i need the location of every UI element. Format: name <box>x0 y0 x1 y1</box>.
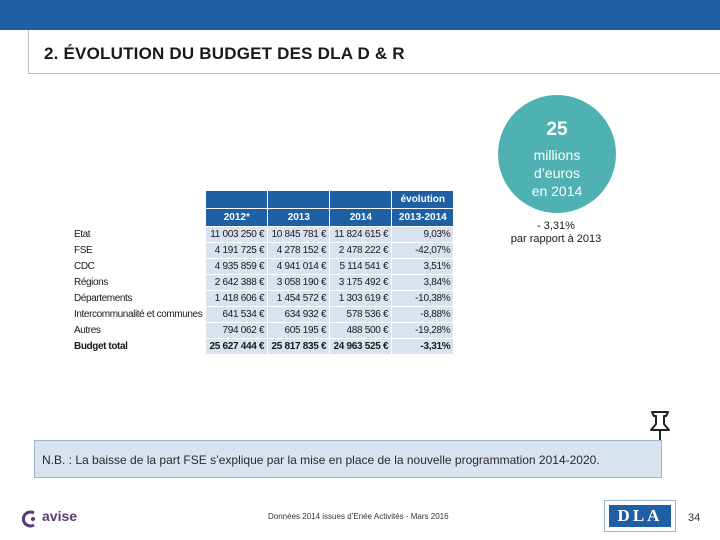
row-label: Autres <box>69 322 207 339</box>
table-row: Autres 794 062 € 605 195 € 488 500 € -19… <box>69 322 455 339</box>
row-label: Départements <box>69 290 207 307</box>
table-header-blank <box>69 208 207 227</box>
highlight-line: d’euros <box>534 165 580 181</box>
cell-2013: 1 454 572 € <box>267 290 331 307</box>
cell-2012: 11 003 250 € <box>205 226 269 243</box>
table-header-cell: 2013-2014 <box>391 208 455 227</box>
table-row: Etat 11 003 250 € 10 845 781 € 11 824 61… <box>69 226 455 243</box>
avise-logo: avise <box>20 508 90 530</box>
cell-evolution: 9,03% <box>391 226 455 243</box>
dla-logo: DLA <box>604 500 676 532</box>
cell-2012: 641 534 € <box>205 306 269 323</box>
cell-2012: 25 627 444 € <box>205 338 269 355</box>
avise-logo-mark <box>21 510 35 528</box>
note-box <box>34 440 662 478</box>
table-row: FSE 4 191 725 € 4 278 152 € 2 478 222 € … <box>69 242 455 259</box>
cell-2014: 5 114 541 € <box>329 258 393 275</box>
table-header-cell: 2013 <box>267 208 331 227</box>
table-header-row: 2012* 2013 2014 2013-2014 <box>69 208 455 227</box>
row-label: Régions <box>69 274 207 291</box>
cell-evolution: -3,31% <box>391 338 455 355</box>
cell-2012: 2 642 388 € <box>205 274 269 291</box>
cell-2012: 4 935 859 € <box>205 258 269 275</box>
table-header-evolution-group: évolution <box>391 190 455 209</box>
evolution-summary: - 3,31% par rapport à 2013 <box>496 220 616 246</box>
table-header-2012 <box>205 190 269 209</box>
table-header-row: évolution <box>69 190 455 209</box>
note-text: N.B. : La baisse de la part FSE s’expliq… <box>42 453 600 467</box>
table-row: CDC 4 935 859 € 4 941 014 € 5 114 541 € … <box>69 258 455 275</box>
cell-2013: 605 195 € <box>267 322 331 339</box>
table-header-cell: 2012* <box>205 208 269 227</box>
cell-2014: 24 963 525 € <box>329 338 393 355</box>
row-label: Budget total <box>69 338 207 355</box>
table-row: Intercommunalité et communes 641 534 € 6… <box>69 306 455 323</box>
row-label: Etat <box>69 226 207 243</box>
highlight-line: millions <box>533 147 581 163</box>
cell-2014: 11 824 615 € <box>329 226 393 243</box>
table-row-total: Budget total 25 627 444 € 25 817 835 € 2… <box>69 338 455 355</box>
page-number: 34 <box>688 512 701 524</box>
cell-2012: 794 062 € <box>205 322 269 339</box>
cell-2013: 10 845 781 € <box>267 226 331 243</box>
top-bar <box>0 0 720 30</box>
cell-2012: 4 191 725 € <box>205 242 269 259</box>
cell-2013: 4 278 152 € <box>267 242 331 259</box>
row-label: Intercommunalité et communes <box>69 306 207 323</box>
cell-2014: 2 478 222 € <box>329 242 393 259</box>
cell-evolution: -10,38% <box>391 290 455 307</box>
table-header-blank <box>69 190 207 209</box>
cell-evolution: -42,07% <box>391 242 455 259</box>
cell-2013: 25 817 835 € <box>267 338 331 355</box>
table-header-2014 <box>329 190 393 209</box>
cell-2013: 4 941 014 € <box>267 258 331 275</box>
cell-2014: 578 536 € <box>329 306 393 323</box>
table-row: Départements 1 418 606 € 1 454 572 € 1 3… <box>69 290 455 307</box>
title-frame <box>28 30 720 74</box>
dla-logo-text: DLA <box>609 505 671 527</box>
cell-2013: 3 058 190 € <box>267 274 331 291</box>
cell-2013: 634 932 € <box>267 306 331 323</box>
evolution-caption: par rapport à 2013 <box>510 233 602 245</box>
cell-2012: 1 418 606 € <box>205 290 269 307</box>
budget-table: évolution 2012* 2013 2014 2013-2014 Etat… <box>69 190 455 355</box>
highlight-line: en 2014 <box>531 183 583 199</box>
row-label: CDC <box>69 258 207 275</box>
budget-highlight-circle: 25 millions d’euros en 2014 <box>498 95 616 213</box>
cell-2014: 488 500 € <box>329 322 393 339</box>
table-header-2013 <box>267 190 331 209</box>
cell-evolution: -19,28% <box>391 322 455 339</box>
evolution-percent: - 3,31% <box>537 220 575 232</box>
table-header-cell: 2014 <box>329 208 393 227</box>
cell-evolution: -8,88% <box>391 306 455 323</box>
slide-title: 2. ÉVOLUTION DU BUDGET DES DLA D & R <box>44 44 405 63</box>
highlight-value: 25 <box>546 119 568 140</box>
avise-logo-text: avise <box>42 508 78 524</box>
table-row: Régions 2 642 388 € 3 058 190 € 3 175 49… <box>69 274 455 291</box>
cell-2014: 1 303 619 € <box>329 290 393 307</box>
cell-2014: 3 175 492 € <box>329 274 393 291</box>
footer-source: Données 2014 issues d’Enée Activités - M… <box>268 512 449 521</box>
cell-evolution: 3,51% <box>391 258 455 275</box>
row-label: FSE <box>69 242 207 259</box>
cell-evolution: 3,84% <box>391 274 455 291</box>
